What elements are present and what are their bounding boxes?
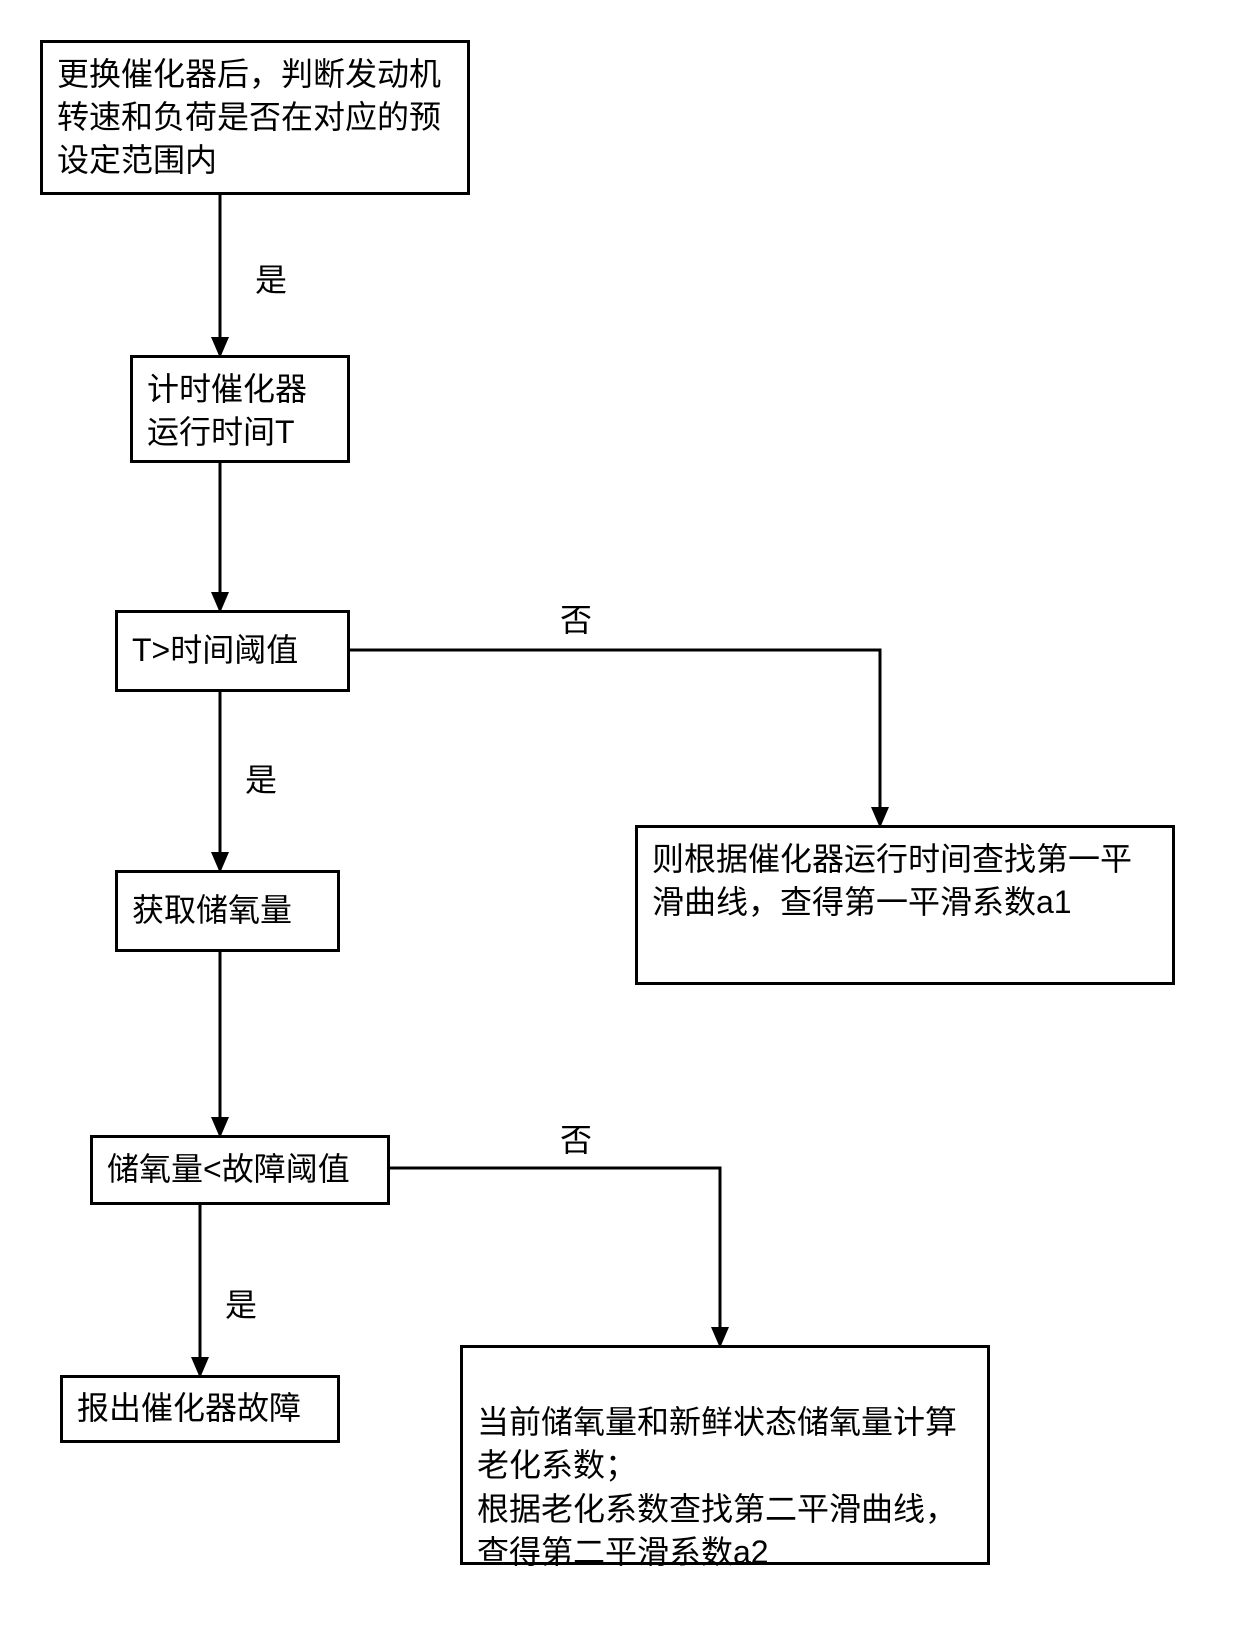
label-text: 否 xyxy=(560,1122,592,1158)
node-text: 报出催化器故障 xyxy=(77,1387,301,1430)
node-text: 更换催化器后，判断发动机转速和负荷是否在对应的预设定范围内 xyxy=(57,56,441,178)
node-t-threshold: T>时间阈值 xyxy=(115,610,350,692)
node-text: 获取储氧量 xyxy=(132,889,292,932)
node-text: 则根据催化器运行时间查找第一平滑曲线，查得第一平滑系数a1 xyxy=(652,841,1132,920)
edge-label-yes-3: 是 xyxy=(225,1280,257,1326)
edge xyxy=(390,1168,720,1345)
node-get-oxygen: 获取储氧量 xyxy=(115,870,340,952)
edge xyxy=(350,650,880,825)
node-check-range: 更换催化器后，判断发动机转速和负荷是否在对应的预设定范围内 xyxy=(40,40,470,195)
node-oxygen-fault: 储氧量<故障阈值 xyxy=(90,1135,390,1205)
node-lookup-a1: 则根据催化器运行时间查找第一平滑曲线，查得第一平滑系数a1 xyxy=(635,825,1175,985)
node-text: 计时催化器运行时间T xyxy=(147,371,307,450)
edge-label-yes-1: 是 xyxy=(255,255,287,301)
node-text: T>时间阈值 xyxy=(132,629,298,672)
label-text: 否 xyxy=(560,602,592,638)
node-text: 当前储氧量和新鲜状态储氧量计算老化系数； 根据老化系数查找第二平滑曲线，查得第二… xyxy=(477,1404,957,1570)
flowchart-canvas: 更换催化器后，判断发动机转速和负荷是否在对应的预设定范围内 计时催化器运行时间T… xyxy=(0,0,1240,1652)
node-compute-a2: 当前储氧量和新鲜状态储氧量计算老化系数； 根据老化系数查找第二平滑曲线，查得第二… xyxy=(460,1345,990,1565)
node-report-fault: 报出催化器故障 xyxy=(60,1375,340,1443)
node-text: 储氧量<故障阈值 xyxy=(107,1148,350,1191)
edge-label-no-1: 否 xyxy=(560,595,592,641)
edge-label-no-2: 否 xyxy=(560,1115,592,1161)
node-time-catalyst: 计时催化器运行时间T xyxy=(130,355,350,463)
label-text: 是 xyxy=(245,762,277,798)
label-text: 是 xyxy=(255,262,287,298)
edge-label-yes-2: 是 xyxy=(245,755,277,801)
label-text: 是 xyxy=(225,1287,257,1323)
